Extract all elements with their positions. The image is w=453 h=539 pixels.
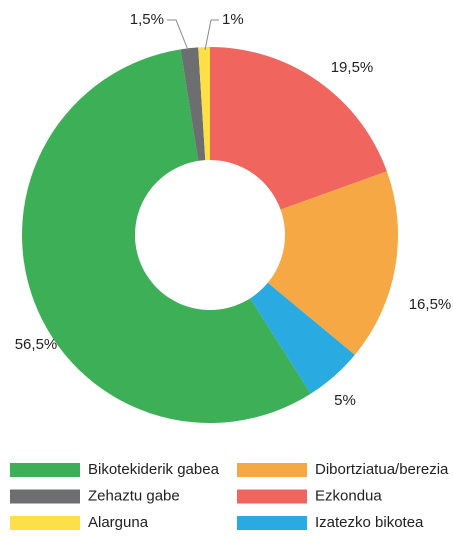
slice	[198, 47, 210, 161]
slice	[210, 47, 387, 210]
slice	[180, 47, 206, 161]
leader-line	[167, 19, 189, 51]
legend-swatch	[237, 516, 307, 530]
data-label: 56,5%	[15, 336, 58, 353]
legend-label: Zehaztu gabe	[88, 487, 180, 504]
slice	[250, 282, 355, 394]
legend-swatch	[10, 489, 80, 504]
slice	[21, 49, 311, 424]
legend-swatch	[237, 489, 307, 504]
data-label: 19,5%	[331, 59, 374, 76]
legend-label: Dibortziatua/berezia	[315, 461, 449, 478]
legend-swatch	[10, 516, 80, 530]
data-label: 16,5%	[409, 296, 452, 313]
legend-swatch	[10, 463, 80, 477]
data-label: 5%	[334, 392, 356, 409]
legend-label: Alarguna	[88, 514, 149, 531]
legend-swatch	[237, 463, 307, 477]
data-label: 1,5%	[130, 11, 164, 28]
slice	[267, 171, 399, 355]
leader-line	[204, 19, 219, 51]
data-label: 1%	[222, 11, 244, 28]
legend-label: Ezkondua	[315, 487, 382, 504]
legend-label: Bikotekiderik gabea	[88, 461, 220, 478]
legend-label: Izatezko bikotea	[315, 514, 424, 531]
